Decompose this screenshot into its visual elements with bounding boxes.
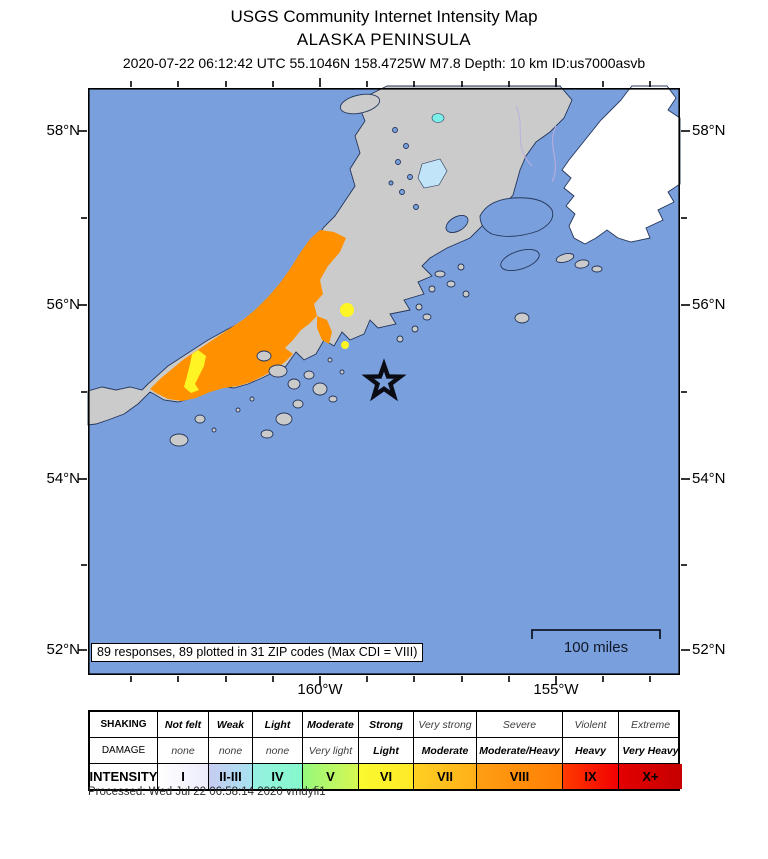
lat-label-left: 52°N [46, 641, 80, 658]
lat-label-right: 52°N [692, 641, 726, 658]
intensity-region-vi [184, 350, 206, 393]
legend-cell: VII [413, 764, 476, 789]
map-header: USGS Community Internet Intensity Map AL… [0, 6, 768, 73]
lat-label-right: 54°N [692, 470, 726, 487]
processed-timestamp: Processed: Wed Jul 22 06:58:14 2020 vmdy… [88, 786, 326, 798]
small-islands [462, 253, 603, 324]
lat-label-left: 54°N [46, 470, 80, 487]
legend-cell: X+ [618, 764, 682, 789]
legend-cell: VI [358, 764, 413, 789]
responses-summary-box: 89 responses, 89 plotted in 31 ZIP codes… [91, 643, 424, 662]
legend-shaking-row: SHAKING Not felt Weak Light Moderate Strong Ve… [90, 712, 678, 738]
legend-cell: Strong [358, 712, 413, 737]
legend-cell: none [252, 738, 302, 763]
legend-cell: none [157, 738, 208, 763]
lakes [388, 127, 554, 272]
intensity-region-ii-iii [417, 158, 448, 189]
lat-label-left: 58°N [46, 122, 80, 139]
intensity-region-vi-spot [341, 341, 349, 349]
legend-cell: Moderate [413, 738, 476, 763]
legend-row-header: INTENSITY [90, 769, 157, 784]
legend-cell: Violent [562, 712, 618, 737]
legend-cell: Not felt [157, 712, 208, 737]
legend-cell: Moderate [302, 712, 358, 737]
legend-cell: Very Heavy [618, 738, 682, 763]
legend-row-header: DAMAGE [101, 745, 146, 756]
legend-row-header: SHAKING [100, 719, 147, 730]
map-frame: 89 responses, 89 plotted in 31 ZIP codes… [78, 78, 690, 685]
legend-cell: IV [252, 764, 302, 789]
intensity-region-vi-spot [340, 303, 354, 317]
legend-cell: none [208, 738, 252, 763]
legend-cell: VIII [476, 764, 562, 789]
lon-label: 155°W [533, 681, 579, 698]
legend-cell: Light [252, 712, 302, 737]
legend-cell: V [302, 764, 358, 789]
region-title: ALASKA PENINSULA [296, 29, 472, 49]
axis-ticks [78, 78, 690, 685]
landmass-group [87, 85, 681, 447]
legend-cell: Very light [302, 738, 358, 763]
epicenter-star [361, 358, 407, 402]
map-canvas [78, 78, 690, 685]
intensity-region-viii-south [317, 316, 332, 344]
shumagin-islands [169, 263, 465, 447]
legend-cell: Moderate/Heavy [476, 738, 562, 763]
legend-cell: IX [562, 764, 618, 789]
kodiak-island-white [561, 85, 681, 245]
intensity-legend-table: SHAKING Not felt Weak Light Moderate Strong Ve… [88, 710, 682, 791]
legend-cell: II-III [208, 764, 252, 789]
legend-cell: Extreme [618, 712, 682, 737]
legend-intensity-row: INTENSITY I II-III IV V VI VII VIII IX X+ [90, 764, 682, 789]
event-info-line: 2020-07-22 06:12:42 UTC 55.1046N 158.472… [122, 54, 646, 71]
legend-damage-row: DAMAGE none none none Very light Light Moderat… [90, 738, 679, 764]
island [339, 93, 381, 115]
lat-label-right: 56°N [692, 296, 726, 313]
scale-bar [531, 629, 661, 639]
intensity-region-iv [431, 113, 445, 123]
legend-cell: Weak [208, 712, 252, 737]
legend-cell: Light [358, 738, 413, 763]
lat-label-right: 58°N [692, 122, 726, 139]
legend-cell: I [157, 764, 208, 789]
scale-bar-label: 100 miles [563, 639, 629, 656]
rivers [515, 105, 557, 183]
legend-cell: Very strong [413, 712, 476, 737]
page-title: USGS Community Internet Intensity Map [230, 7, 538, 26]
lat-label-left: 56°N [46, 296, 80, 313]
legend-cell: Severe [476, 712, 562, 737]
lon-label: 160°W [297, 681, 343, 698]
map-border [88, 88, 681, 676]
legend-cell: Heavy [562, 738, 618, 763]
